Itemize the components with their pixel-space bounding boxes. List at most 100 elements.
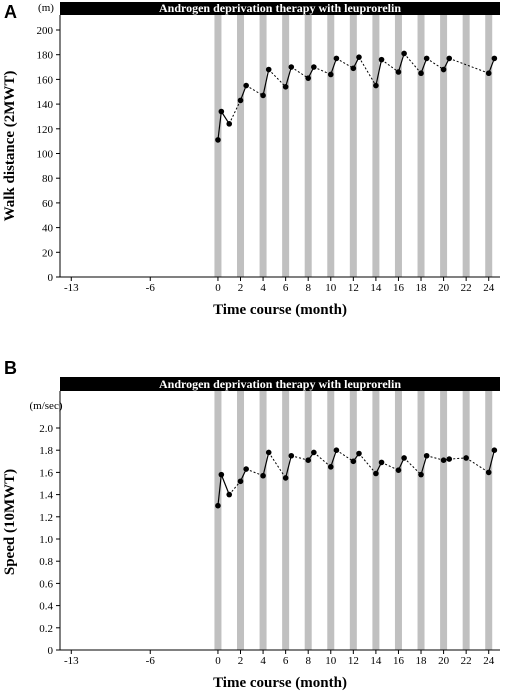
data-point — [265, 66, 272, 73]
y-tick-label: 0.2 — [39, 623, 53, 635]
series-segment — [330, 450, 337, 468]
injection-bar — [417, 391, 425, 650]
x-tick-label: 20 — [438, 655, 450, 667]
injection-bar — [394, 15, 402, 277]
data-point — [311, 64, 317, 70]
x-tick-label: -6 — [146, 655, 156, 667]
y-tick-label: 2.0 — [39, 423, 53, 435]
series-segment — [217, 474, 222, 506]
data-point — [237, 478, 244, 485]
data-point — [395, 69, 402, 75]
data-point — [418, 471, 424, 478]
data-point — [373, 82, 379, 89]
injection-bar — [485, 391, 493, 650]
injection-bar — [214, 391, 222, 650]
data-point — [350, 65, 357, 72]
series-segment — [465, 457, 489, 473]
series-segment — [217, 111, 222, 140]
injection-bar — [259, 391, 267, 650]
series-segment — [381, 59, 399, 73]
series-segment — [403, 53, 422, 74]
chart-panel-a: A Androgen deprivation therapy with leupr… — [2, 1, 500, 318]
data-point — [485, 70, 492, 77]
series-segment — [358, 453, 377, 474]
x-tick-label: 14 — [370, 655, 382, 667]
series-segment — [336, 449, 354, 462]
injection-bar — [440, 391, 448, 650]
x-tick-label: 20 — [438, 282, 450, 294]
injection-bar — [349, 15, 357, 277]
series-segment — [313, 66, 331, 75]
injection-bar — [304, 15, 312, 277]
injection-bar — [417, 15, 425, 277]
data-point — [282, 475, 289, 481]
x-tick-label: -6 — [146, 282, 156, 294]
x-tick-label: -13 — [64, 282, 79, 294]
injection-bar — [237, 15, 245, 277]
injection-bar — [349, 391, 357, 650]
injection-bar — [282, 391, 290, 650]
x-tick-label: 0 — [215, 655, 221, 667]
banner-text: Androgen deprivation therapy with leupro… — [159, 377, 401, 391]
y-tick-label: 1.4 — [39, 490, 53, 502]
data-point — [327, 71, 334, 78]
series-segment — [426, 57, 444, 70]
y-axis-title: Speed (10MWT) — [2, 469, 18, 575]
data-point — [265, 449, 272, 456]
y-tick-label: 180 — [37, 50, 54, 62]
x-tick-label: 12 — [348, 282, 359, 294]
data-point — [333, 447, 340, 454]
data-point — [218, 108, 225, 115]
data-point — [260, 472, 266, 479]
series-segment — [268, 452, 287, 479]
x-tick-label: 2 — [238, 655, 244, 667]
series-segment — [426, 455, 444, 461]
data-point — [327, 464, 334, 470]
y-tick-label: 160 — [37, 74, 54, 86]
x-axis-title: Time course (month) — [213, 302, 347, 318]
series-segment — [336, 57, 354, 69]
injection-bar — [485, 15, 493, 277]
data-point — [446, 55, 453, 62]
series-segment — [381, 461, 399, 471]
series-segment — [268, 69, 286, 88]
injection-bar — [372, 391, 380, 650]
data-point — [215, 502, 221, 509]
y-tick-label: 40 — [42, 223, 54, 235]
data-point — [446, 456, 453, 462]
y-tick-label: 20 — [42, 247, 54, 259]
data-point — [440, 457, 447, 463]
injection-bar — [327, 391, 335, 650]
data-point — [243, 82, 249, 89]
data-point — [423, 55, 430, 62]
injection-bar — [462, 15, 470, 277]
series-segment — [420, 455, 428, 475]
x-tick-label: 22 — [461, 282, 472, 294]
x-tick-label: 16 — [393, 655, 405, 667]
x-tick-label: 6 — [283, 282, 289, 294]
banner-text: Androgen deprivation therapy with leupro… — [159, 1, 401, 15]
y-tick-label: 1.2 — [39, 512, 53, 524]
x-tick-label: 22 — [461, 655, 472, 667]
data-point — [418, 70, 424, 77]
x-tick-label: 4 — [260, 282, 266, 294]
series-segment — [285, 66, 292, 87]
data-point — [288, 452, 295, 459]
data-point — [226, 121, 233, 127]
data-point — [395, 467, 402, 473]
series-segment — [291, 455, 309, 461]
injection-bar — [462, 391, 470, 650]
x-tick-label: 16 — [393, 282, 405, 294]
injection-bar — [237, 391, 245, 650]
data-point — [311, 449, 317, 456]
x-tick-label: 4 — [260, 655, 266, 667]
x-tick-label: 2 — [238, 282, 244, 294]
x-tick-label: 10 — [325, 282, 337, 294]
data-point — [401, 50, 407, 57]
y-tick-label: 80 — [42, 173, 54, 185]
injection-bar — [304, 391, 312, 650]
data-point — [378, 459, 385, 466]
series-segment — [245, 468, 264, 477]
x-tick-label: 14 — [370, 282, 382, 294]
